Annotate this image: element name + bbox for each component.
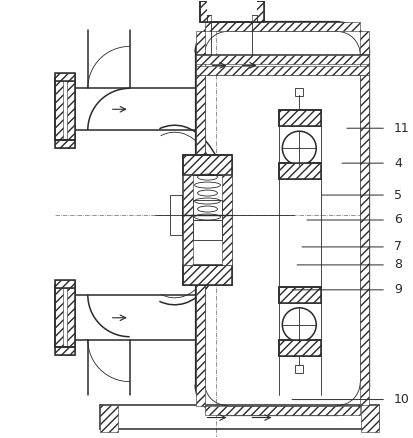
Text: 7: 7 — [394, 240, 402, 254]
Bar — [199, 0, 264, 22]
Bar — [204, 22, 360, 32]
Bar — [55, 347, 75, 355]
Bar — [279, 110, 321, 126]
Bar — [183, 200, 195, 230]
Bar — [55, 73, 75, 81]
Bar — [55, 78, 63, 140]
Bar — [279, 340, 321, 356]
Text: 10: 10 — [394, 393, 410, 406]
Bar — [55, 285, 75, 347]
Text: 4: 4 — [394, 157, 402, 170]
Bar — [192, 200, 223, 220]
Bar — [199, 0, 211, 22]
Text: 5: 5 — [394, 188, 402, 201]
Bar — [183, 265, 233, 285]
Bar — [279, 163, 321, 179]
Bar — [192, 220, 223, 240]
Bar — [204, 32, 360, 406]
Bar — [183, 155, 233, 175]
Bar — [55, 78, 75, 140]
Bar — [183, 155, 233, 285]
Bar — [100, 405, 118, 432]
Bar — [279, 287, 321, 303]
Text: 11: 11 — [394, 122, 410, 135]
Bar — [55, 347, 75, 355]
Bar — [206, 0, 257, 15]
Bar — [195, 67, 369, 75]
Circle shape — [282, 131, 316, 165]
Bar — [223, 175, 233, 265]
Bar — [195, 32, 204, 406]
Bar — [199, 0, 264, 22]
Bar — [183, 155, 233, 175]
Bar — [55, 73, 75, 81]
Bar — [55, 140, 75, 148]
Bar — [55, 285, 75, 347]
Bar — [279, 287, 321, 303]
Bar — [67, 285, 75, 347]
Bar — [295, 365, 303, 373]
Bar — [279, 340, 321, 356]
Bar — [279, 340, 321, 356]
Bar — [67, 78, 75, 140]
Bar — [295, 88, 303, 96]
Bar — [183, 265, 233, 285]
Bar — [55, 78, 75, 140]
Bar — [279, 287, 321, 303]
Text: 9: 9 — [394, 283, 402, 297]
Bar — [55, 140, 75, 148]
Bar — [55, 280, 75, 288]
Bar — [55, 280, 75, 288]
Bar — [252, 0, 264, 22]
Circle shape — [282, 308, 316, 342]
Bar — [361, 405, 379, 432]
Bar — [195, 55, 369, 64]
Bar — [279, 163, 321, 179]
Bar — [204, 406, 360, 414]
Text: 8: 8 — [394, 258, 402, 272]
Bar — [279, 110, 321, 126]
Bar — [55, 285, 63, 347]
Text: 6: 6 — [394, 213, 402, 226]
Bar — [360, 32, 369, 406]
Bar — [279, 163, 321, 179]
Bar — [170, 195, 182, 235]
Bar — [183, 175, 192, 265]
Bar — [279, 110, 321, 126]
